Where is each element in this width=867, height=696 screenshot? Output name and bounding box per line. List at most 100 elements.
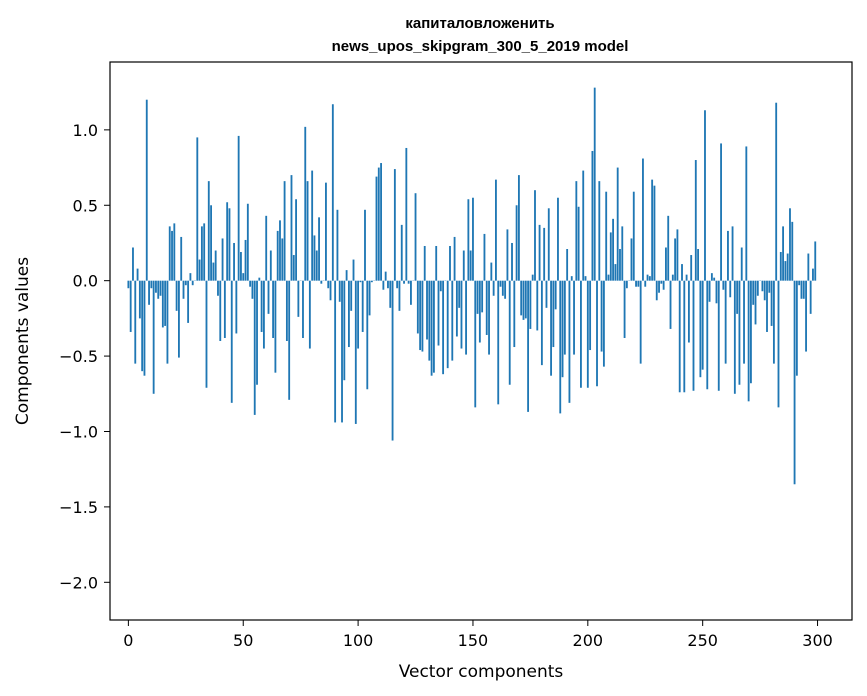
bar	[619, 249, 621, 281]
bar	[235, 280, 238, 334]
bar	[260, 280, 263, 332]
bar	[302, 280, 304, 338]
bar	[683, 280, 686, 393]
bar	[589, 280, 592, 351]
bar	[285, 280, 288, 341]
bar	[582, 170, 585, 281]
bar	[690, 255, 693, 281]
bar	[540, 280, 543, 366]
bar	[754, 280, 757, 325]
bar	[127, 280, 130, 289]
bar	[694, 160, 697, 281]
bar	[736, 280, 739, 314]
bar	[306, 181, 309, 281]
bar	[559, 280, 562, 414]
bar	[805, 280, 807, 352]
bar	[175, 280, 178, 311]
bar	[352, 259, 355, 281]
bar	[658, 280, 660, 293]
bar	[485, 280, 488, 335]
bar	[605, 191, 608, 281]
bar	[768, 280, 771, 293]
bar	[281, 238, 284, 281]
bar	[430, 280, 433, 376]
bar	[460, 280, 463, 349]
bar	[380, 163, 382, 281]
bar	[621, 226, 624, 281]
bar	[756, 280, 759, 296]
bar	[625, 280, 628, 289]
bar	[800, 280, 803, 299]
bar	[660, 280, 663, 284]
bar	[242, 273, 245, 281]
bar	[267, 280, 270, 314]
bar	[396, 280, 399, 289]
bar	[155, 280, 157, 293]
y-tick-label: −2.0	[59, 573, 98, 592]
bar	[205, 280, 208, 388]
bar	[141, 280, 144, 372]
bar	[230, 280, 233, 403]
bar	[393, 169, 396, 281]
bar	[196, 137, 199, 281]
bar	[598, 181, 601, 281]
bar	[795, 280, 798, 376]
bar	[384, 271, 387, 281]
x-tick-label: 150	[458, 631, 489, 650]
bar	[258, 277, 261, 281]
y-axis-ticks: −2.0 −1.5 −1.0 −0.5 0.0 0.5 1.0	[59, 121, 110, 592]
bar	[212, 262, 215, 281]
bar	[561, 280, 564, 378]
bar	[414, 193, 417, 281]
bar	[685, 274, 688, 281]
bar	[180, 236, 183, 281]
bar	[791, 221, 794, 281]
bar	[766, 280, 768, 332]
bar	[724, 280, 727, 364]
bar	[722, 280, 725, 290]
bar	[596, 280, 598, 387]
bar	[304, 126, 307, 281]
bar	[423, 245, 426, 281]
bar	[752, 280, 755, 305]
bar	[731, 226, 734, 281]
bar	[476, 280, 479, 314]
x-tick-label: 200	[573, 631, 604, 650]
bar	[674, 238, 677, 281]
bar	[403, 280, 405, 284]
bar	[191, 280, 194, 286]
bar	[327, 280, 330, 289]
bar	[524, 280, 527, 319]
bar	[214, 250, 217, 281]
bar	[706, 280, 709, 390]
bar	[308, 280, 311, 349]
bar	[807, 253, 810, 281]
bar	[240, 252, 242, 281]
bar	[272, 280, 275, 338]
bar	[148, 280, 150, 305]
bar	[134, 280, 137, 364]
y-tick-label: −1.5	[59, 498, 98, 517]
bar	[789, 208, 791, 281]
bar	[251, 280, 254, 299]
bar	[566, 249, 569, 281]
bar	[345, 270, 348, 281]
bar	[233, 242, 235, 281]
bar	[784, 261, 787, 281]
bar	[632, 191, 635, 281]
bar	[648, 276, 651, 281]
bar	[354, 280, 357, 424]
bar	[738, 280, 741, 385]
bar	[522, 280, 525, 320]
y-tick-label: −1.0	[59, 422, 98, 441]
bar	[159, 280, 162, 296]
y-tick-label: −0.5	[59, 347, 98, 366]
bar	[814, 241, 817, 281]
bar	[492, 280, 495, 296]
bar	[669, 280, 672, 329]
bar	[350, 280, 353, 311]
bar	[465, 280, 467, 355]
bar	[359, 280, 362, 283]
bar	[262, 280, 265, 349]
bar	[531, 274, 534, 281]
